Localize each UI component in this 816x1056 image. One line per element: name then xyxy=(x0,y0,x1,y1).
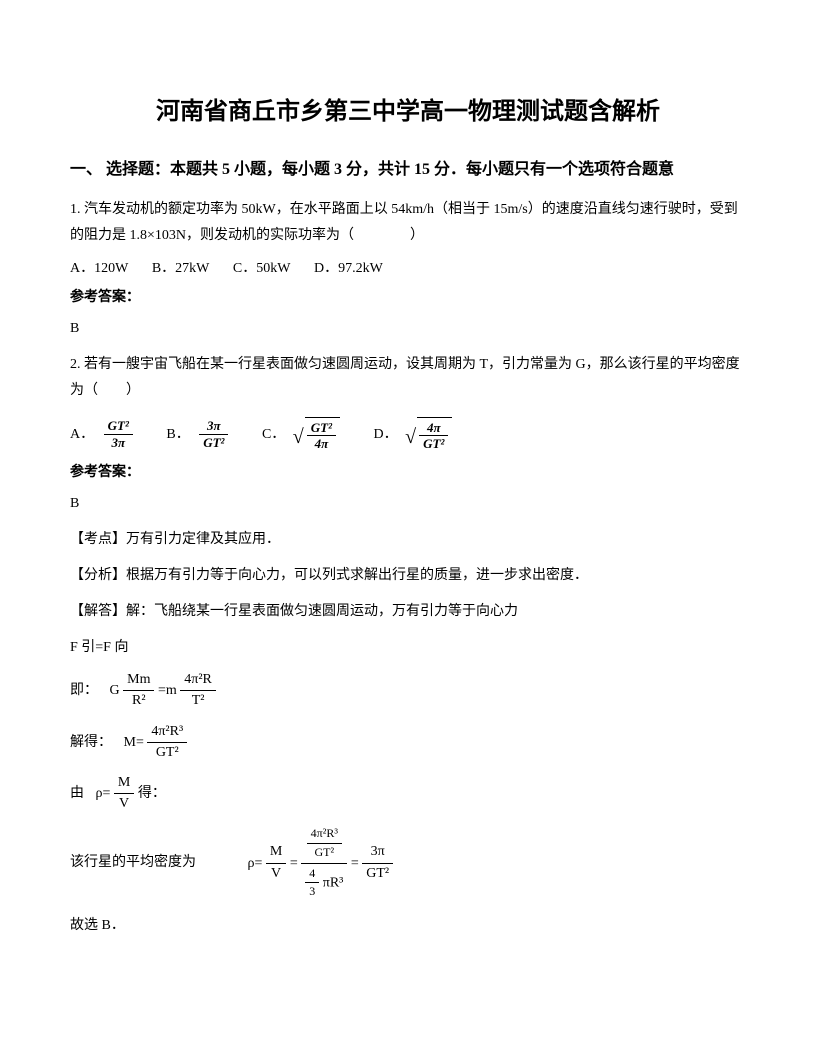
q2-answer: B xyxy=(70,491,746,516)
q2-kaodian: 【考点】万有引力定律及其应用． xyxy=(70,526,746,554)
question-1-text: 1. 汽车发动机的额定功率为 50kW，在水平路面上以 54km/h（相当于 1… xyxy=(70,197,746,250)
q2-option-d: D． 4π GT² xyxy=(374,417,453,452)
q2-jieda: 【解答】解：飞船绕某一行星表面做匀速圆周运动，万有引力等于向心力 xyxy=(70,598,746,626)
q2-option-a: A． GT² 3π xyxy=(70,418,133,450)
question-1-options: A．120W B．27kW C．50kW D．97.2kW xyxy=(70,256,746,281)
q2-option-c: C． GT² 4π xyxy=(262,417,340,452)
q1-option-c: C．50kW xyxy=(233,261,291,276)
q1-option-d: D．97.2kW xyxy=(314,261,383,276)
q1-answer: B xyxy=(70,316,746,341)
q2-answer-label: 参考答案： xyxy=(70,460,746,485)
question-2-text: 2. 若有一艘宇宙飞船在某一行星表面做匀速圆周运动，设其周期为 T，引力常量为 … xyxy=(70,352,746,405)
question-2-options: A． GT² 3π B． 3π GT² C． GT² 4π D． xyxy=(70,417,746,452)
q2-eq2: 即： G Mm R² =m 4π²R T² xyxy=(70,670,746,711)
page-title: 河南省商丘市乡第三中学高一物理测试题含解析 xyxy=(70,90,746,133)
q2-option-b: B． 3π GT² xyxy=(166,418,228,450)
q2-fenxi: 【分析】根据万有引力等于向心力，可以列式求解出行星的质量，进一步求出密度． xyxy=(70,562,746,590)
q2-eq4: 由 ρ= M V 得： xyxy=(70,773,746,814)
section-header: 一、 选择题：本题共 5 小题，每小题 3 分，共计 15 分．每小题只有一个选… xyxy=(70,157,746,183)
q2-eq3: 解得： M= 4π²R³ GT² xyxy=(70,722,746,763)
q2-eq1: F 引=F 向 xyxy=(70,634,746,662)
q1-option-a: A．120W xyxy=(70,261,128,276)
q2-conclusion: 故选 B． xyxy=(70,912,746,940)
q2-eq5: 该行星的平均密度为 ρ= M V = 4π²R³ GT² 4 3 πR³ = xyxy=(70,824,746,901)
q1-answer-label: 参考答案： xyxy=(70,285,746,310)
q1-option-b: B．27kW xyxy=(152,261,210,276)
